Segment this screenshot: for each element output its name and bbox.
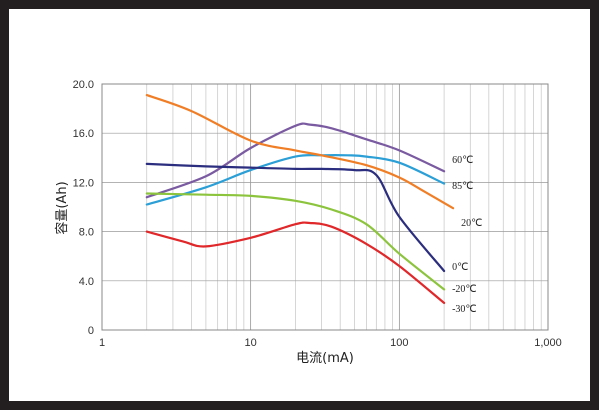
series-label: 60℃ <box>452 155 473 166</box>
series-lines <box>145 94 455 304</box>
x-tick-label: 10 <box>245 337 257 349</box>
series-label: -30℃ <box>452 304 477 315</box>
series-labels: 60℃ 85℃ 20℃ 0℃ -20℃ -30℃ <box>452 155 482 315</box>
series-line <box>145 162 446 273</box>
series-line <box>145 122 446 199</box>
x-axis-title: 电流(mA) <box>296 351 354 366</box>
y-tick-label: 4.0 <box>79 276 94 288</box>
y-tick-label: 8.0 <box>79 227 94 239</box>
y-axis-title: 容量(Ah) <box>54 181 70 234</box>
tick-labels: 0 4.0 8.0 12.0 16.0 20.0 1 10 100 1,000 <box>73 79 562 349</box>
series-line <box>145 192 446 291</box>
series-label: 20℃ <box>461 218 482 229</box>
x-tick-label: 1,000 <box>534 337 562 349</box>
series-label: 85℃ <box>452 181 473 192</box>
series-label: 0℃ <box>452 262 468 273</box>
y-tick-label: 20.0 <box>73 79 94 91</box>
y-tick-label: 0 <box>88 325 94 337</box>
y-tick-label: 12.0 <box>73 177 94 189</box>
x-tick-label: 100 <box>390 337 408 349</box>
x-tick-label: 1 <box>99 337 105 349</box>
series-label: -20℃ <box>452 284 477 295</box>
series-line <box>145 94 455 210</box>
series-line <box>145 221 446 304</box>
plot-border <box>101 83 549 331</box>
y-tick-label: 16.0 <box>73 128 94 140</box>
